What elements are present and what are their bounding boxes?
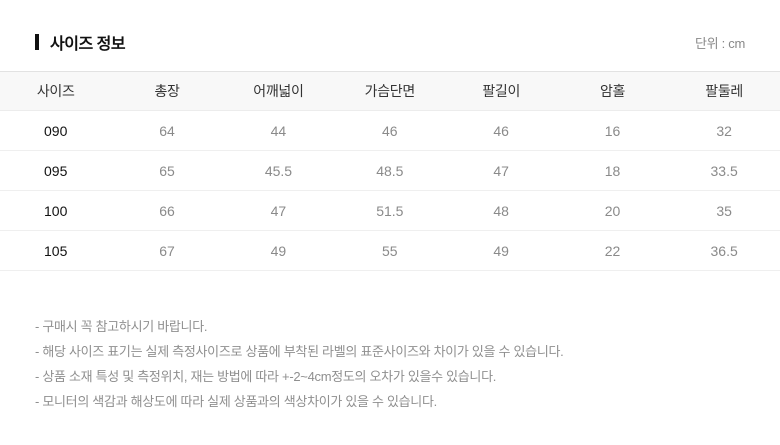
size-cell: 095 bbox=[44, 162, 68, 179]
measurement-cell: 66 bbox=[159, 202, 175, 219]
table-row: 090 64 44 46 46 16 32 bbox=[0, 111, 780, 151]
table-row: 105 67 49 55 49 22 36.5 bbox=[0, 231, 780, 271]
unit-label: 단위 : cm bbox=[695, 35, 745, 51]
table-row: 095 65 45.5 48.5 47 18 33.5 bbox=[0, 151, 780, 191]
measurement-cell: 48 bbox=[493, 202, 509, 219]
measurement-cell: 47 bbox=[493, 162, 509, 179]
table-header-row: 사이즈 총장 어깨넓이 가슴단면 팔길이 암홀 팔둘레 bbox=[0, 71, 780, 111]
note-line: - 모니터의 색감과 해상도에 따라 실제 상품과의 색상차이가 있을 수 있습… bbox=[35, 394, 437, 409]
measurement-cell: 35 bbox=[716, 202, 732, 219]
size-table: 사이즈 총장 어깨넓이 가슴단면 팔길이 암홀 팔둘레 090 64 44 46… bbox=[0, 71, 780, 271]
column-header-size: 사이즈 bbox=[36, 83, 75, 99]
section-header: 사이즈 정보 단위 : cm bbox=[0, 0, 780, 71]
title-accent-bar-icon bbox=[35, 34, 39, 50]
column-header-total-length: 총장 bbox=[154, 83, 180, 99]
note-line: - 상품 소재 특성 및 측정위치, 재는 방법에 따라 +-2~4cm정도의 … bbox=[35, 369, 497, 384]
measurement-cell: 36.5 bbox=[710, 242, 738, 259]
measurement-cell: 18 bbox=[604, 162, 621, 179]
note-line: - 구매시 꼭 참고하시기 바랍니다. bbox=[35, 319, 208, 334]
size-cell: 100 bbox=[44, 202, 68, 219]
measurement-cell: 16 bbox=[604, 122, 621, 139]
measurement-cell: 33.5 bbox=[710, 162, 738, 179]
column-header-shoulder-width: 어깨넓이 bbox=[253, 83, 304, 99]
size-cell: 090 bbox=[44, 122, 68, 139]
section-title-wrap: 사이즈 정보 bbox=[35, 30, 126, 54]
column-header-armhole: 암홀 bbox=[599, 83, 626, 99]
measurement-cell: 22 bbox=[604, 242, 621, 259]
measurement-cell: 46 bbox=[382, 122, 398, 139]
measurement-cell: 48.5 bbox=[376, 162, 404, 179]
measurement-cell: 64 bbox=[159, 122, 175, 139]
note-line: - 해당 사이즈 표기는 실제 측정사이즈로 상품에 부착된 라벨의 표준사이즈… bbox=[35, 344, 564, 359]
notes-list: - 구매시 꼭 참고하시기 바랍니다. - 해당 사이즈 표기는 실제 측정사이… bbox=[35, 314, 745, 414]
measurement-cell: 51.5 bbox=[376, 202, 404, 219]
measurement-cell: 65 bbox=[159, 162, 175, 179]
page-title: 사이즈 정보 bbox=[50, 36, 126, 53]
measurement-cell: 67 bbox=[159, 242, 175, 259]
column-header-sleeve-length: 팔길이 bbox=[482, 83, 521, 99]
column-header-chest-width: 가슴단면 bbox=[364, 83, 416, 99]
size-cell: 105 bbox=[44, 242, 68, 259]
measurement-cell: 20 bbox=[604, 202, 621, 219]
measurement-cell: 44 bbox=[270, 122, 287, 139]
measurement-cell: 55 bbox=[382, 242, 398, 259]
measurement-cell: 46 bbox=[493, 122, 509, 139]
measurement-cell: 47 bbox=[270, 202, 287, 219]
measurement-cell: 45.5 bbox=[264, 162, 293, 179]
table-row: 100 66 47 51.5 48 20 35 bbox=[0, 191, 780, 231]
measurement-cell: 49 bbox=[493, 242, 509, 259]
measurement-cell: 49 bbox=[270, 242, 287, 259]
measurement-cell: 32 bbox=[716, 122, 732, 139]
column-header-arm-circumference: 팔둘레 bbox=[705, 83, 743, 99]
